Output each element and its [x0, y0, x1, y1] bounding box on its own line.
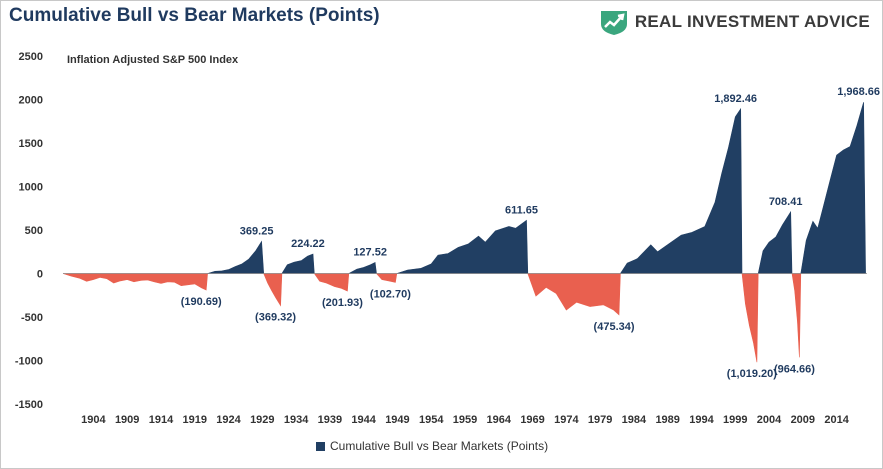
x-tick-label: 1994 [689, 414, 714, 426]
logo-text: REAL INVESTMENT ADVICE [634, 12, 870, 31]
bull-market-area [800, 102, 866, 274]
bull-market-area [348, 261, 377, 274]
bull-market-area [757, 210, 793, 274]
legend-swatch [316, 441, 325, 451]
y-tick-label: 2500 [19, 51, 43, 63]
bear-market-area [375, 273, 398, 283]
x-tick-label: 1969 [520, 414, 544, 426]
data-label: (190.69) [181, 296, 222, 308]
data-label: 1,968.66 [837, 86, 880, 98]
data-label: 127.52 [353, 246, 387, 258]
data-label: 369.25 [240, 225, 274, 237]
bear-market-area [741, 273, 759, 363]
chart-title: Cumulative Bull vs Bear Markets (Points) [9, 5, 380, 26]
y-tick-label: -1500 [15, 399, 43, 411]
data-label: 708.41 [769, 196, 803, 208]
x-tick-label: 1984 [622, 414, 647, 426]
data-label: (102.70) [370, 288, 411, 300]
y-tick-label: 500 [25, 225, 43, 237]
chart-subtitle: Inflation Adjusted S&P 500 Index [67, 54, 239, 66]
data-label: (201.93) [322, 297, 363, 309]
bull-market-area [281, 253, 315, 274]
y-tick-label: 1500 [19, 138, 43, 150]
bear-market-area [62, 273, 208, 291]
y-tick-label: -500 [21, 312, 43, 324]
x-tick-label: 1944 [351, 414, 376, 426]
x-tick-label: 1909 [115, 414, 139, 426]
chart-legend: Cumulative Bull vs Bear Markets (Points) [316, 439, 548, 453]
data-label: (369.32) [255, 312, 296, 324]
y-tick-label: 1000 [19, 182, 43, 194]
x-tick-label: 1964 [487, 414, 512, 426]
data-label: 611.65 [505, 204, 538, 216]
x-tick-label: 1939 [318, 414, 342, 426]
bear-market-area [263, 273, 283, 307]
legend-label: Cumulative Bull vs Bear Markets (Points) [330, 439, 549, 453]
data-label: (1,019.20) [727, 368, 777, 380]
y-tick-label: 0 [37, 269, 43, 281]
data-label: (475.34) [594, 321, 635, 333]
x-tick-label: 1914 [149, 414, 174, 426]
x-tick-label: 1974 [554, 414, 579, 426]
x-tick-label: 1999 [723, 414, 747, 426]
y-tick-label: 2000 [19, 95, 43, 107]
x-tick-label: 1989 [655, 414, 679, 426]
x-tick-label: 1979 [588, 414, 612, 426]
x-tick-label: 1934 [284, 414, 309, 426]
bear-market-area [791, 273, 802, 358]
bull-market-area [619, 107, 743, 274]
x-tick-label: 2009 [791, 414, 815, 426]
x-tick-label: 2004 [757, 414, 782, 426]
x-tick-label: 1904 [81, 414, 106, 426]
data-label: (964.66) [774, 363, 815, 375]
bull-market-area [207, 240, 265, 274]
rising-chart-shield-icon [600, 11, 627, 35]
x-tick-label: 2014 [824, 414, 849, 426]
bear-market-area [313, 273, 350, 292]
x-tick-label: 1954 [419, 414, 444, 426]
x-tick-label: 1949 [385, 414, 409, 426]
x-tick-label: 1919 [183, 414, 207, 426]
x-tick-label: 1959 [453, 414, 477, 426]
data-label: 1,892.46 [714, 93, 757, 105]
x-tick-label: 1929 [250, 414, 274, 426]
bear-market-area [527, 273, 621, 316]
data-label: 224.22 [291, 238, 325, 250]
y-tick-label: -1000 [15, 356, 43, 368]
brand-logo: REAL INVESTMENT ADVICE [599, 8, 870, 36]
bull-market-area [396, 219, 529, 274]
x-tick-label: 1924 [216, 414, 241, 426]
